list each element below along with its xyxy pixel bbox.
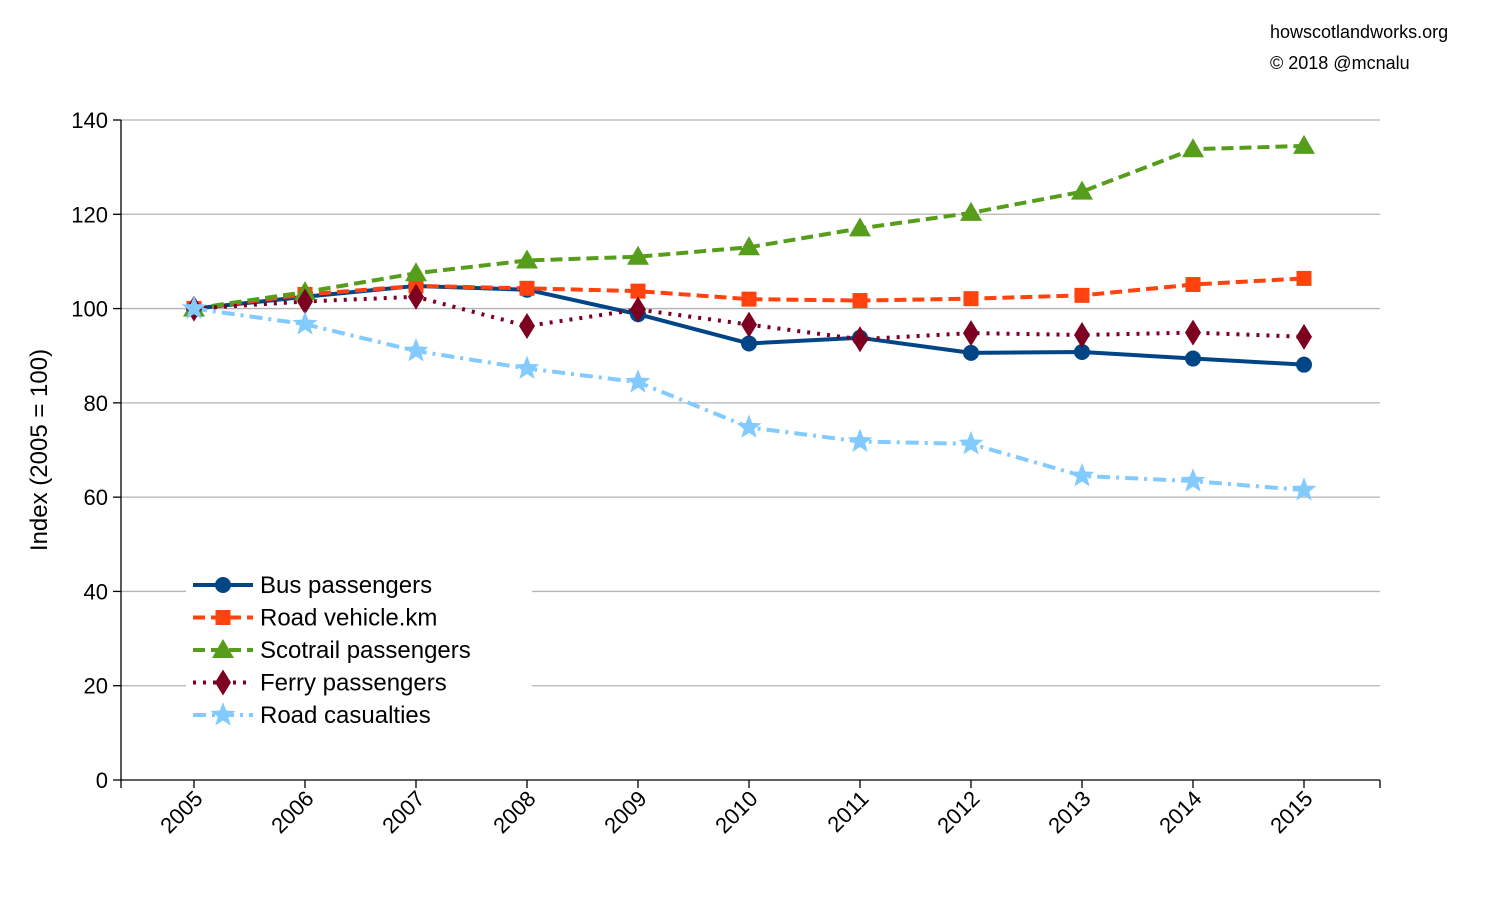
- point-bus-passengers-2015: [1296, 356, 1312, 373]
- credit-copyright-text: © 2018 @mcnalu: [1270, 53, 1410, 73]
- point-scotrail-passengers-2008: [516, 249, 538, 269]
- point-ferry-passengers-2006: [297, 288, 313, 315]
- legend-label-ferry-passengers: Ferry passengers: [260, 670, 447, 697]
- y-tick-label: 40: [84, 579, 108, 604]
- point-ferry-passengers-2011: [852, 326, 868, 353]
- point-bus-passengers-2012: [963, 344, 979, 361]
- point-road-casualties-2011: [847, 428, 873, 453]
- point-ferry-passengers-2010: [741, 311, 757, 338]
- y-tick-label: 100: [71, 297, 108, 322]
- legend-marker-road-casualties: [210, 702, 236, 726]
- point-ferry-passengers-2013: [1074, 321, 1090, 348]
- point-ferry-passengers-2014: [1185, 319, 1201, 346]
- point-bus-passengers-2013: [1074, 343, 1090, 360]
- series-markers: [181, 134, 1317, 501]
- point-road-vehicle-km-2014: [1185, 277, 1201, 293]
- point-road-vehicle-km-2013: [1074, 287, 1090, 303]
- point-road-casualties-2010: [736, 414, 762, 438]
- y-axis-title: Index (2005 = 100): [26, 349, 53, 551]
- x-tick-label: 2012: [932, 786, 984, 838]
- point-ferry-passengers-2008: [519, 313, 535, 340]
- y-tick-label: 80: [84, 391, 108, 416]
- legend-label-road-vehicle-km: Road vehicle.km: [260, 605, 437, 632]
- point-scotrail-passengers-2009: [627, 245, 649, 265]
- point-road-vehicle-km-2011: [852, 293, 868, 309]
- x-tick-label: 2009: [599, 786, 651, 838]
- x-tick-label: 2008: [488, 786, 540, 838]
- legend-marker-ferry-passengers: [215, 669, 231, 696]
- y-tick-label: 120: [71, 202, 108, 227]
- x-tick-label: 2007: [377, 786, 429, 838]
- y-tick-label: 0: [96, 768, 108, 793]
- x-tick-label: 2005: [155, 786, 207, 838]
- point-road-vehicle-km-2010: [741, 291, 757, 307]
- x-tick-label: 2006: [266, 786, 318, 838]
- point-road-casualties-2009: [625, 369, 651, 393]
- x-tick-label: 2014: [1154, 786, 1206, 838]
- x-tick-label: 2015: [1265, 786, 1317, 838]
- y-tick-label: 140: [71, 108, 108, 133]
- point-scotrail-passengers-2013: [1071, 180, 1093, 200]
- series-line-road-vehicle-km: [193, 276, 1305, 311]
- point-ferry-passengers-2009: [630, 296, 646, 323]
- y-tick-label: 60: [84, 485, 108, 510]
- point-scotrail-passengers-2015: [1293, 134, 1315, 154]
- legend-label-bus-passengers: Bus passengers: [260, 572, 432, 599]
- x-tick-label: 2010: [710, 786, 762, 838]
- point-ferry-passengers-2007: [408, 283, 424, 310]
- point-ferry-passengers-2012: [963, 320, 979, 347]
- point-road-casualties-2014: [1180, 468, 1206, 492]
- point-road-casualties-2007: [403, 338, 429, 362]
- point-road-casualties-2013: [1069, 462, 1095, 487]
- point-scotrail-passengers-2012: [960, 201, 982, 221]
- point-road-vehicle-km-2015: [1296, 270, 1312, 286]
- x-tick-label: 2013: [1043, 786, 1095, 838]
- point-scotrail-passengers-2010: [738, 236, 760, 256]
- legend-label-road-casualties: Road casualties: [260, 702, 431, 729]
- point-road-casualties-2006: [292, 311, 318, 335]
- point-road-casualties-2012: [958, 430, 984, 455]
- point-scotrail-passengers-2011: [849, 217, 871, 237]
- legend: Bus passengers Road vehicle.km Scotrail pa…: [186, 568, 532, 733]
- legend-marker-bus-passengers: [215, 577, 231, 593]
- point-road-vehicle-km-2012: [963, 291, 979, 307]
- point-road-vehicle-km-2008: [519, 280, 535, 296]
- legend-marker-road-vehicle-km: [215, 610, 231, 625]
- point-scotrail-passengers-2007: [405, 262, 427, 282]
- point-bus-passengers-2010: [741, 335, 757, 352]
- legend-label-scotrail-passengers: Scotrail passengers: [260, 637, 471, 664]
- point-ferry-passengers-2015: [1296, 323, 1312, 350]
- point-bus-passengers-2014: [1185, 350, 1201, 367]
- point-scotrail-passengers-2014: [1182, 138, 1204, 158]
- point-road-casualties-2008: [514, 355, 540, 379]
- legend-marker-scotrail-passengers: [212, 639, 234, 658]
- x-tick-label: 2011: [822, 786, 873, 837]
- point-road-casualties-2015: [1291, 477, 1317, 501]
- point-road-vehicle-km-2009: [630, 283, 646, 299]
- y-tick-label: 20: [84, 674, 108, 699]
- legend-background: [186, 568, 532, 733]
- point-road-casualties-2005: [181, 295, 207, 320]
- series-line-scotrail-passengers: [193, 143, 1305, 311]
- credit-site-text: howscotlandworks.org: [1270, 22, 1449, 42]
